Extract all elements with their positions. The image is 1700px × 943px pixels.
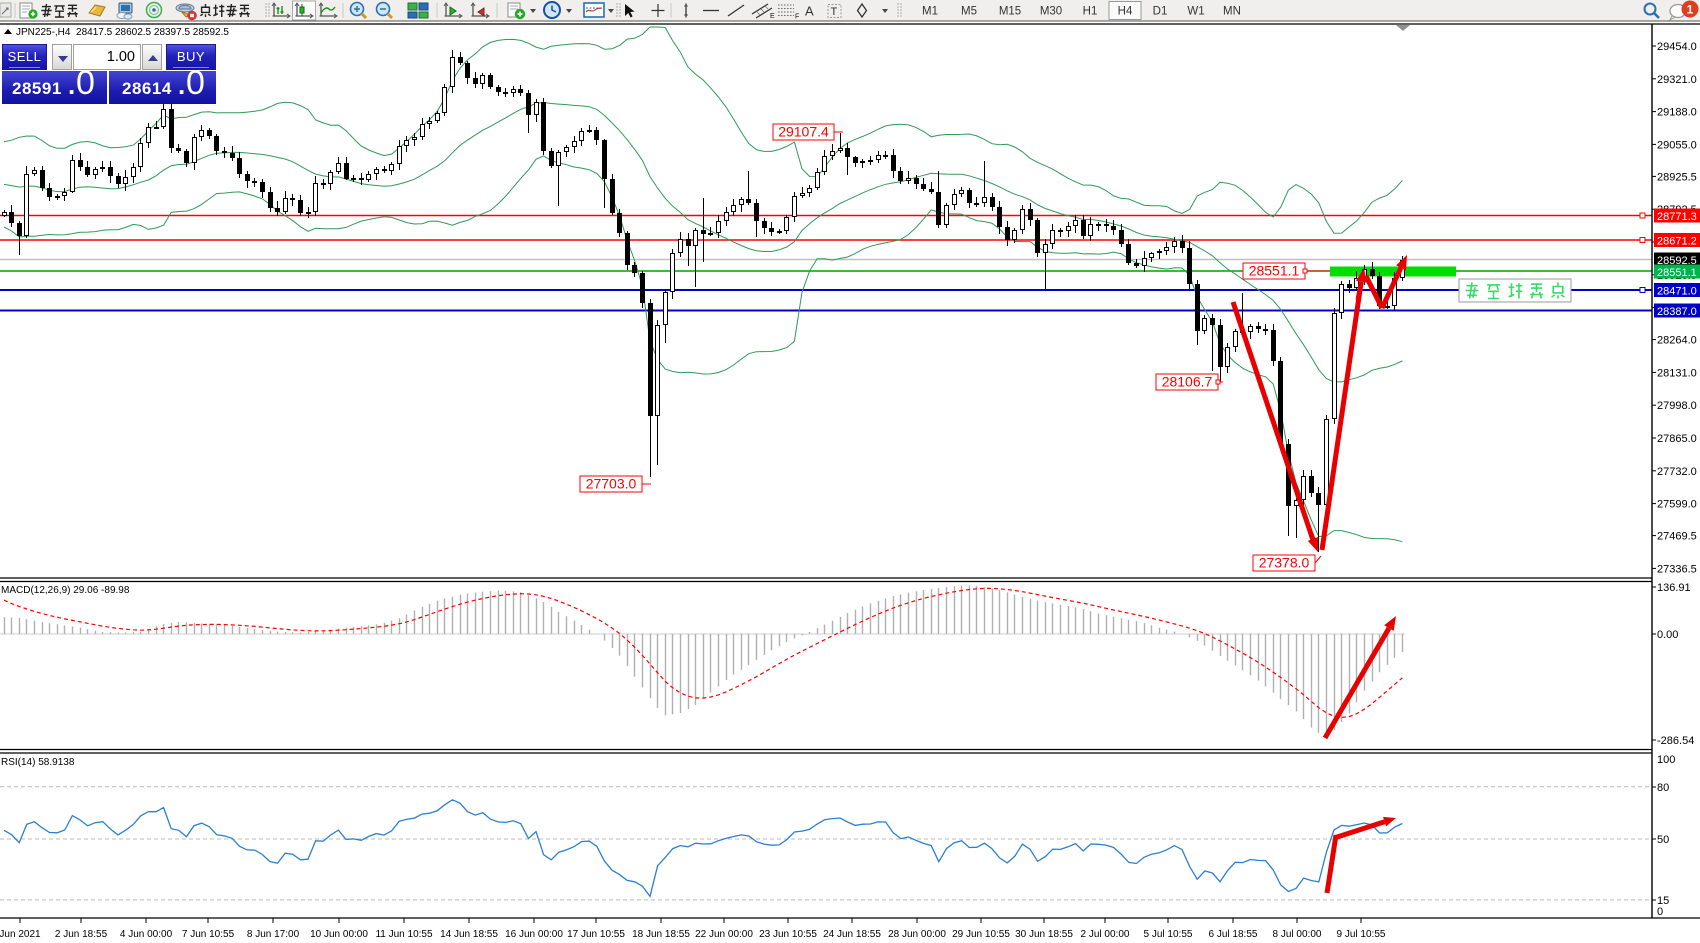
- svg-text:H1: H1: [1083, 6, 1098, 18]
- svg-text:8 Jun 17:00: 8 Jun 17:00: [247, 929, 300, 940]
- svg-text:16 Jun 00:00: 16 Jun 00:00: [505, 929, 563, 940]
- svg-text:29 Jun 10:55: 29 Jun 10:55: [952, 929, 1010, 940]
- svg-text:0: 0: [1657, 906, 1663, 918]
- svg-text:RSI(14) 58.9138: RSI(14) 58.9138: [1, 757, 75, 768]
- svg-text:4 Jun 00:00: 4 Jun 00:00: [120, 929, 173, 940]
- svg-text:27599.0: 27599.0: [1657, 499, 1697, 511]
- svg-text:W1: W1: [1187, 6, 1204, 18]
- svg-text:F: F: [795, 14, 799, 21]
- svg-text:6 Jul 18:55: 6 Jul 18:55: [1209, 929, 1258, 940]
- svg-text:80: 80: [1657, 782, 1669, 794]
- svg-text:28671.2: 28671.2: [1657, 236, 1697, 248]
- svg-text:28 Jun 00:00: 28 Jun 00:00: [888, 929, 946, 940]
- svg-text:MN: MN: [1223, 6, 1241, 18]
- svg-text:29107.4: 29107.4: [778, 124, 829, 140]
- svg-text:22 Jun 00:00: 22 Jun 00:00: [695, 929, 753, 940]
- svg-text:29454.0: 29454.0: [1657, 41, 1697, 53]
- svg-text:M30: M30: [1040, 6, 1062, 18]
- svg-text:MACD(12,26,9) 29.06 -89.98: MACD(12,26,9) 29.06 -89.98: [1, 585, 130, 596]
- svg-text:0.00: 0.00: [1657, 629, 1678, 641]
- svg-text:15: 15: [1657, 895, 1669, 907]
- svg-text:M5: M5: [961, 6, 977, 18]
- svg-text:-286.54: -286.54: [1657, 735, 1694, 747]
- svg-text:T: T: [831, 6, 838, 18]
- svg-text:M1: M1: [922, 6, 938, 18]
- svg-text:17 Jun 10:55: 17 Jun 10:55: [567, 929, 625, 940]
- svg-text:136.91: 136.91: [1657, 582, 1691, 594]
- svg-text:5 Jul 10:55: 5 Jul 10:55: [1144, 929, 1193, 940]
- svg-text:10 Jun 00:00: 10 Jun 00:00: [310, 929, 368, 940]
- svg-text:1: 1: [1687, 3, 1694, 17]
- svg-text:Jun 2021: Jun 2021: [0, 929, 41, 940]
- svg-text:28592.5: 28592.5: [1657, 255, 1697, 267]
- svg-text:24 Jun 18:55: 24 Jun 18:55: [823, 929, 881, 940]
- svg-text:8 Jul 00:00: 8 Jul 00:00: [1273, 929, 1322, 940]
- svg-text:28264.0: 28264.0: [1657, 335, 1697, 347]
- svg-text:27469.5: 27469.5: [1657, 531, 1697, 543]
- svg-text:28771.3: 28771.3: [1657, 211, 1697, 223]
- svg-text:29188.0: 29188.0: [1657, 107, 1697, 119]
- svg-text:7 Jun 10:55: 7 Jun 10:55: [182, 929, 235, 940]
- svg-text:D1: D1: [1153, 6, 1168, 18]
- svg-text:28551.1: 28551.1: [1657, 267, 1697, 279]
- svg-text:28131.0: 28131.0: [1657, 367, 1697, 379]
- svg-text:27703.0: 27703.0: [586, 476, 637, 492]
- svg-text:2 Jun 18:55: 2 Jun 18:55: [55, 929, 108, 940]
- svg-text:A: A: [805, 4, 814, 19]
- svg-text:27865.0: 27865.0: [1657, 433, 1697, 445]
- svg-text:14 Jun 18:55: 14 Jun 18:55: [440, 929, 498, 940]
- svg-text:29055.0: 29055.0: [1657, 139, 1697, 151]
- svg-text:50: 50: [1657, 834, 1669, 846]
- svg-text:H4: H4: [1118, 6, 1133, 18]
- svg-text:27998.0: 27998.0: [1657, 400, 1697, 412]
- svg-text:18 Jun 18:55: 18 Jun 18:55: [632, 929, 690, 940]
- svg-text:27336.5: 27336.5: [1657, 563, 1697, 575]
- svg-text:23 Jun 10:55: 23 Jun 10:55: [759, 929, 817, 940]
- svg-text:9 Jul 10:55: 9 Jul 10:55: [1337, 929, 1386, 940]
- svg-text:28106.7: 28106.7: [1162, 374, 1213, 390]
- svg-text:28925.5: 28925.5: [1657, 171, 1697, 183]
- svg-text:M15: M15: [999, 6, 1021, 18]
- svg-text:28471.0: 28471.0: [1657, 286, 1697, 298]
- svg-text:28551.1: 28551.1: [1249, 263, 1300, 279]
- svg-text:E: E: [770, 13, 775, 20]
- svg-text:30 Jun 18:55: 30 Jun 18:55: [1015, 929, 1073, 940]
- svg-text:100: 100: [1657, 754, 1675, 766]
- svg-text:JPN225-,H4 28417.5 28602.5 28: JPN225-,H4 28417.5 28602.5 28397.5 28592…: [16, 27, 229, 38]
- svg-text:27732.0: 27732.0: [1657, 466, 1697, 478]
- svg-text:28387.0: 28387.0: [1657, 306, 1697, 318]
- svg-text:2 Jul 00:00: 2 Jul 00:00: [1081, 929, 1130, 940]
- svg-text:11 Jun 10:55: 11 Jun 10:55: [375, 929, 433, 940]
- svg-text:29321.0: 29321.0: [1657, 74, 1697, 86]
- svg-text:27378.0: 27378.0: [1259, 555, 1310, 571]
